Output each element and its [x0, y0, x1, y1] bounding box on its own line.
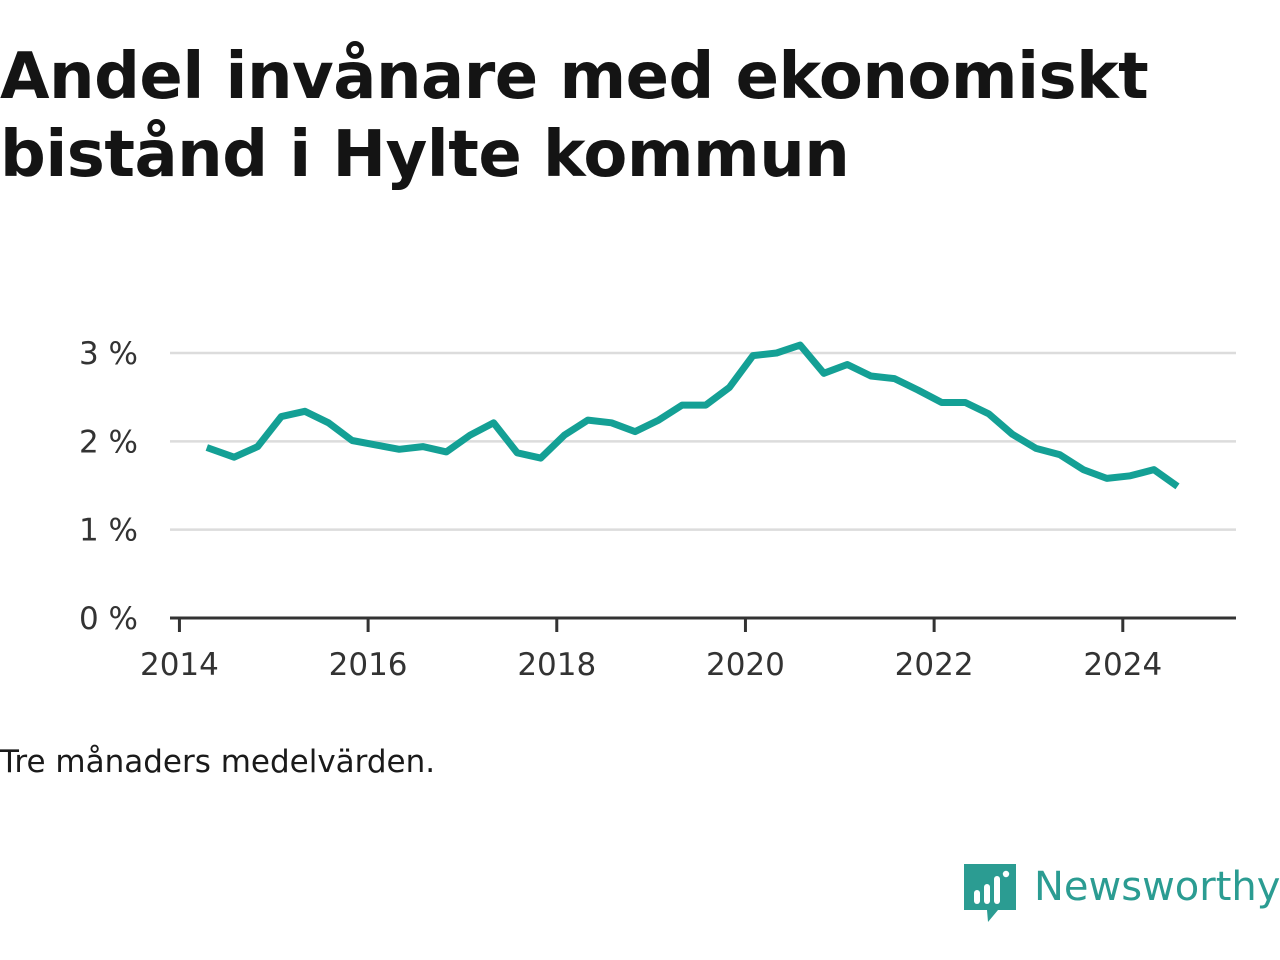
series-layer	[205, 341, 1180, 490]
line-chart: 0 % 1 % 2 % 3 % 2014 2016 2018 2020 2022 2024	[79, 336, 1236, 683]
x-tick-label: 2016	[329, 647, 408, 683]
y-tick-label: 0 %	[79, 601, 138, 637]
bar-chart-icon	[964, 864, 1016, 922]
y-tick-label: 2 %	[79, 424, 138, 460]
chart-title: Andel invånare med ekonomiskt bistånd i …	[0, 40, 1149, 192]
series-line	[205, 341, 1180, 490]
y-axis-tick-labels: 0 % 1 % 2 % 3 %	[79, 336, 138, 637]
x-tick-label: 2024	[1083, 647, 1162, 683]
x-tick-label: 2014	[140, 647, 219, 683]
x-tick-label: 2020	[706, 647, 785, 683]
x-axis: 2014 2016 2018 2020 2022 2024	[140, 616, 1236, 683]
y-tick-label: 3 %	[79, 336, 138, 372]
chart-note: Tre månaders medelvärden.	[0, 744, 436, 780]
x-tick-label: 2018	[517, 647, 596, 683]
brand-name: Newsworthy	[1034, 864, 1280, 910]
brand-logo: Newsworthy	[964, 864, 1280, 928]
gridlines	[170, 351, 1236, 531]
y-tick-label: 1 %	[79, 513, 138, 549]
x-tick-label: 2022	[895, 647, 974, 683]
